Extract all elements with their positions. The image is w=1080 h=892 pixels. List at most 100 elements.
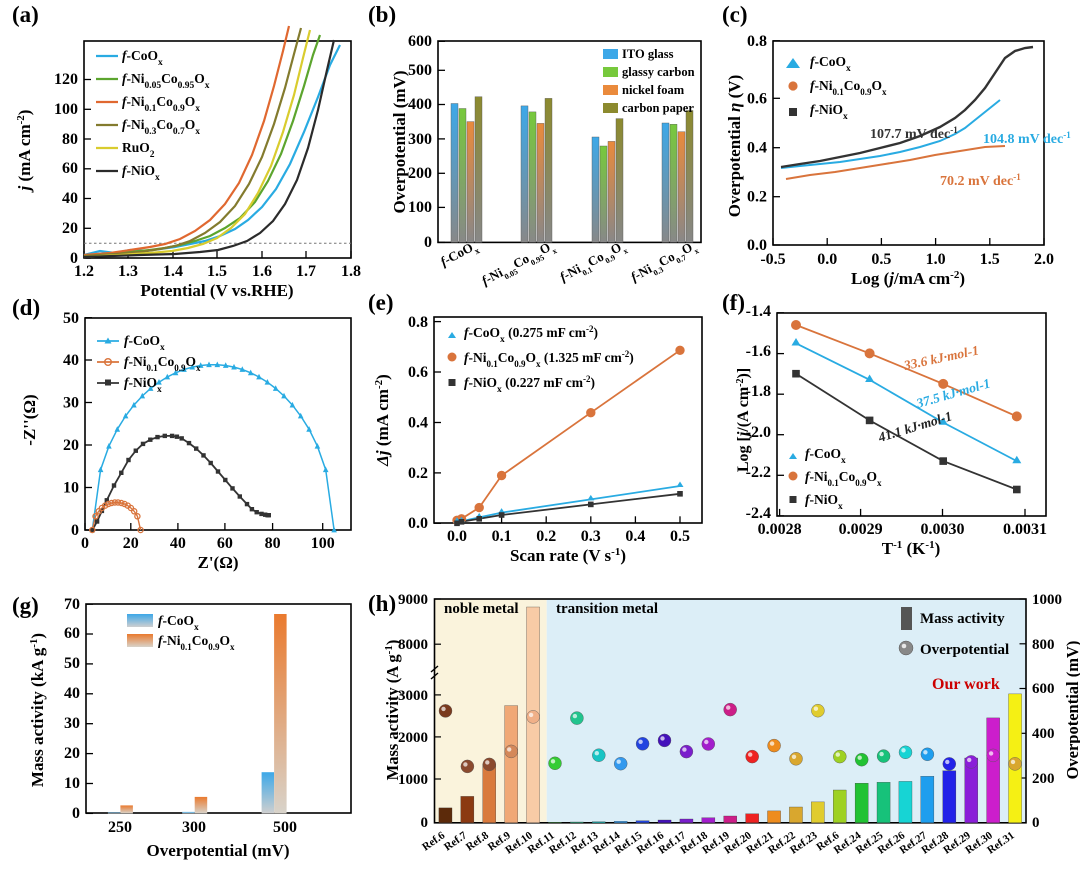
svg-text:1.3: 1.3 bbox=[118, 263, 138, 280]
svg-text:60: 60 bbox=[217, 535, 233, 552]
svg-text:1.4: 1.4 bbox=[163, 263, 183, 280]
svg-text:0.0028: 0.0028 bbox=[758, 521, 802, 538]
svg-text:0.8: 0.8 bbox=[747, 33, 767, 50]
svg-text:0.2: 0.2 bbox=[747, 189, 767, 206]
svg-text:100: 100 bbox=[54, 101, 78, 118]
svg-text:100: 100 bbox=[408, 199, 432, 216]
svg-text:60: 60 bbox=[62, 160, 78, 177]
svg-text:104.8 mV dec-1: 104.8 mV dec-1 bbox=[983, 130, 1071, 147]
svg-text:(c): (c) bbox=[722, 2, 748, 27]
svg-text:Z'(Ω): Z'(Ω) bbox=[197, 553, 238, 572]
svg-text:noble metal: noble metal bbox=[444, 601, 519, 617]
svg-text:0.2: 0.2 bbox=[408, 465, 428, 482]
svg-text:1.2: 1.2 bbox=[74, 263, 94, 280]
svg-text:Mass activity: Mass activity bbox=[920, 611, 1005, 627]
svg-text:50: 50 bbox=[64, 655, 80, 672]
svg-text:800: 800 bbox=[1032, 637, 1055, 653]
svg-text:0.1: 0.1 bbox=[492, 528, 512, 545]
svg-text:40: 40 bbox=[63, 352, 79, 369]
svg-text:1.8: 1.8 bbox=[341, 263, 361, 280]
svg-text:0.5: 0.5 bbox=[871, 251, 891, 268]
svg-text:300: 300 bbox=[408, 131, 432, 148]
svg-text:-0.5: -0.5 bbox=[760, 251, 785, 268]
svg-text:60: 60 bbox=[64, 625, 80, 642]
svg-text:0.4: 0.4 bbox=[625, 528, 645, 545]
svg-text:107.7 mV dec-1: 107.7 mV dec-1 bbox=[870, 125, 958, 142]
svg-text:80: 80 bbox=[62, 131, 78, 148]
svg-text:(a): (a) bbox=[12, 2, 39, 27]
svg-text:Mass activity (kA g-1): Mass activity (kA g-1) bbox=[28, 633, 47, 787]
svg-text:600: 600 bbox=[1032, 681, 1055, 697]
svg-text:0.6: 0.6 bbox=[408, 364, 428, 381]
svg-text:80: 80 bbox=[265, 535, 281, 552]
svg-text:(f): (f) bbox=[722, 290, 745, 315]
svg-text:Overpotential: Overpotential bbox=[920, 642, 1009, 658]
svg-text:70: 70 bbox=[64, 596, 80, 613]
svg-text:30: 30 bbox=[64, 715, 80, 732]
svg-text:Scan rate (V s-1): Scan rate (V s-1) bbox=[510, 546, 626, 565]
svg-text:1.5: 1.5 bbox=[980, 251, 1000, 268]
svg-text:8000: 8000 bbox=[398, 637, 428, 653]
svg-text:Overpotential η (V): Overpotential η (V) bbox=[725, 75, 744, 218]
svg-text:1000: 1000 bbox=[1032, 592, 1062, 608]
svg-text:glassy carbon: glassy carbon bbox=[622, 65, 695, 79]
svg-text:0: 0 bbox=[424, 234, 432, 251]
svg-text:1.6: 1.6 bbox=[252, 263, 272, 280]
svg-text:(e): (e) bbox=[368, 290, 394, 315]
svg-text:0.4: 0.4 bbox=[408, 415, 428, 432]
svg-text:2000: 2000 bbox=[398, 730, 428, 746]
svg-text:600: 600 bbox=[408, 33, 432, 50]
svg-text:9000: 9000 bbox=[398, 592, 428, 608]
svg-text:-Z''(Ω): -Z''(Ω) bbox=[20, 394, 39, 445]
svg-text:20: 20 bbox=[123, 535, 139, 552]
svg-text:500: 500 bbox=[273, 819, 297, 836]
svg-text:(d): (d) bbox=[12, 295, 40, 320]
svg-text:0.5: 0.5 bbox=[670, 528, 690, 545]
svg-text:0: 0 bbox=[72, 805, 80, 822]
svg-text:0: 0 bbox=[71, 522, 79, 539]
svg-text:40: 40 bbox=[170, 535, 186, 552]
svg-text:400: 400 bbox=[1032, 726, 1055, 742]
svg-text:(b): (b) bbox=[368, 2, 396, 27]
svg-text:0.0: 0.0 bbox=[447, 528, 467, 545]
svg-text:0.0031: 0.0031 bbox=[1003, 521, 1047, 538]
svg-text:Overpotential (mV): Overpotential (mV) bbox=[146, 841, 289, 860]
svg-text:10: 10 bbox=[64, 775, 80, 792]
svg-text:Potential (V vs.RHE): Potential (V vs.RHE) bbox=[140, 281, 293, 300]
svg-text:2.0: 2.0 bbox=[1034, 251, 1054, 268]
svg-text:30: 30 bbox=[63, 395, 79, 412]
svg-text:(g): (g) bbox=[12, 593, 39, 618]
svg-text:40: 40 bbox=[62, 190, 78, 207]
svg-text:0: 0 bbox=[1032, 815, 1040, 831]
svg-text:0.0030: 0.0030 bbox=[921, 521, 965, 538]
svg-text:1.7: 1.7 bbox=[296, 263, 316, 280]
svg-text:0.0: 0.0 bbox=[817, 251, 837, 268]
svg-text:nickel foam: nickel foam bbox=[622, 83, 685, 97]
svg-text:3000: 3000 bbox=[398, 688, 428, 704]
svg-text:70.2 mV dec-1: 70.2 mV dec-1 bbox=[940, 172, 1021, 189]
svg-text:40: 40 bbox=[64, 685, 80, 702]
svg-text:0.0: 0.0 bbox=[408, 515, 428, 532]
svg-text:250: 250 bbox=[108, 819, 132, 836]
svg-text:20: 20 bbox=[64, 745, 80, 762]
svg-text:-1.6: -1.6 bbox=[746, 343, 771, 360]
svg-text:300: 300 bbox=[182, 819, 206, 836]
svg-text:120: 120 bbox=[54, 71, 78, 88]
svg-text:0: 0 bbox=[81, 535, 89, 552]
svg-text:500: 500 bbox=[408, 62, 432, 79]
svg-text:1.5: 1.5 bbox=[207, 263, 227, 280]
svg-text:200: 200 bbox=[1032, 771, 1055, 787]
svg-text:0.3: 0.3 bbox=[581, 528, 601, 545]
svg-text:0.2: 0.2 bbox=[536, 528, 556, 545]
svg-text:200: 200 bbox=[408, 165, 432, 182]
svg-text:0.4: 0.4 bbox=[747, 140, 767, 157]
svg-text:10: 10 bbox=[63, 480, 79, 497]
svg-text:400: 400 bbox=[408, 96, 432, 113]
svg-text:Mass activity (A g-1): Mass activity (A g-1) bbox=[383, 640, 402, 781]
svg-text:0.6: 0.6 bbox=[747, 90, 767, 107]
svg-text:(h): (h) bbox=[368, 591, 396, 616]
svg-text:50: 50 bbox=[63, 310, 79, 327]
svg-text:0.8: 0.8 bbox=[408, 314, 428, 331]
svg-text:Overpotential (mV): Overpotential (mV) bbox=[1063, 641, 1080, 780]
svg-text:transition metal: transition metal bbox=[556, 601, 658, 617]
